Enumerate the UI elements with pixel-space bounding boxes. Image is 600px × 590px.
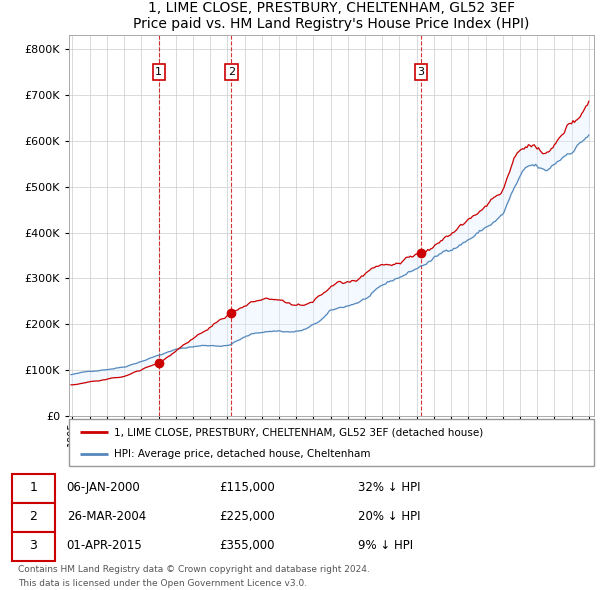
FancyBboxPatch shape xyxy=(12,474,55,503)
Text: 1: 1 xyxy=(29,481,37,494)
Text: Contains HM Land Registry data © Crown copyright and database right 2024.: Contains HM Land Registry data © Crown c… xyxy=(18,565,370,574)
Text: 2: 2 xyxy=(228,67,235,77)
Text: 3: 3 xyxy=(418,67,425,77)
Text: 20% ↓ HPI: 20% ↓ HPI xyxy=(358,510,420,523)
Text: HPI: Average price, detached house, Cheltenham: HPI: Average price, detached house, Chel… xyxy=(113,450,370,459)
Text: £225,000: £225,000 xyxy=(220,510,275,523)
Text: £355,000: £355,000 xyxy=(220,539,275,552)
Text: 2: 2 xyxy=(29,510,37,523)
Text: 06-JAN-2000: 06-JAN-2000 xyxy=(67,481,140,494)
Text: 1, LIME CLOSE, PRESTBURY, CHELTENHAM, GL52 3EF (detached house): 1, LIME CLOSE, PRESTBURY, CHELTENHAM, GL… xyxy=(113,427,483,437)
Text: 3: 3 xyxy=(29,539,37,552)
Text: 01-APR-2015: 01-APR-2015 xyxy=(67,539,142,552)
Text: 26-MAR-2004: 26-MAR-2004 xyxy=(67,510,146,523)
Title: 1, LIME CLOSE, PRESTBURY, CHELTENHAM, GL52 3EF
Price paid vs. HM Land Registry's: 1, LIME CLOSE, PRESTBURY, CHELTENHAM, GL… xyxy=(133,1,530,31)
Text: 9% ↓ HPI: 9% ↓ HPI xyxy=(358,539,413,552)
Text: 32% ↓ HPI: 32% ↓ HPI xyxy=(358,481,420,494)
Text: £115,000: £115,000 xyxy=(220,481,275,494)
FancyBboxPatch shape xyxy=(12,532,55,562)
FancyBboxPatch shape xyxy=(12,503,55,532)
Text: 1: 1 xyxy=(155,67,163,77)
FancyBboxPatch shape xyxy=(69,419,594,466)
Text: This data is licensed under the Open Government Licence v3.0.: This data is licensed under the Open Gov… xyxy=(18,579,307,588)
